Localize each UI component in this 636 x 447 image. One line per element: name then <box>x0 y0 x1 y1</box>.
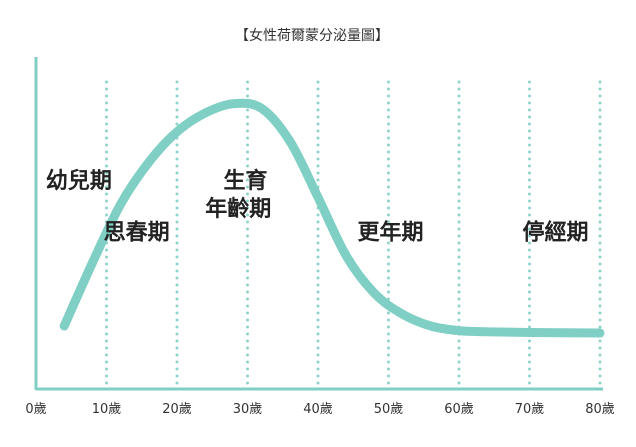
stage-label: 更年期 <box>357 219 423 245</box>
x-tick-label: 0歲 <box>25 402 46 417</box>
hormone-curve <box>59 98 605 338</box>
stage-label: 停經期 <box>522 219 588 245</box>
x-tick-label: 40歲 <box>303 402 333 417</box>
x-tick-label: 30歲 <box>233 402 263 417</box>
x-tick-labels: 0歲 10歲 20歲 30歲 40歲 50歲 60歲 70歲 80歲 <box>25 402 614 417</box>
chart-title: 【女性荷爾蒙分泌量圖】 <box>235 27 389 44</box>
x-tick-label: 20歲 <box>162 402 192 417</box>
stage-label: 生育 <box>224 168 268 194</box>
x-tick-label: 80歲 <box>585 402 615 417</box>
stage-label: 思春期 <box>104 220 170 245</box>
x-tick-label: 70歲 <box>515 402 545 417</box>
stage-label: 幼兒期 <box>46 168 112 194</box>
stage-label: 年齡期 <box>205 196 271 222</box>
x-tick-label: 60歲 <box>444 402 474 417</box>
x-tick-label: 10歲 <box>92 402 122 417</box>
x-tick-label: 50歲 <box>374 402 404 417</box>
